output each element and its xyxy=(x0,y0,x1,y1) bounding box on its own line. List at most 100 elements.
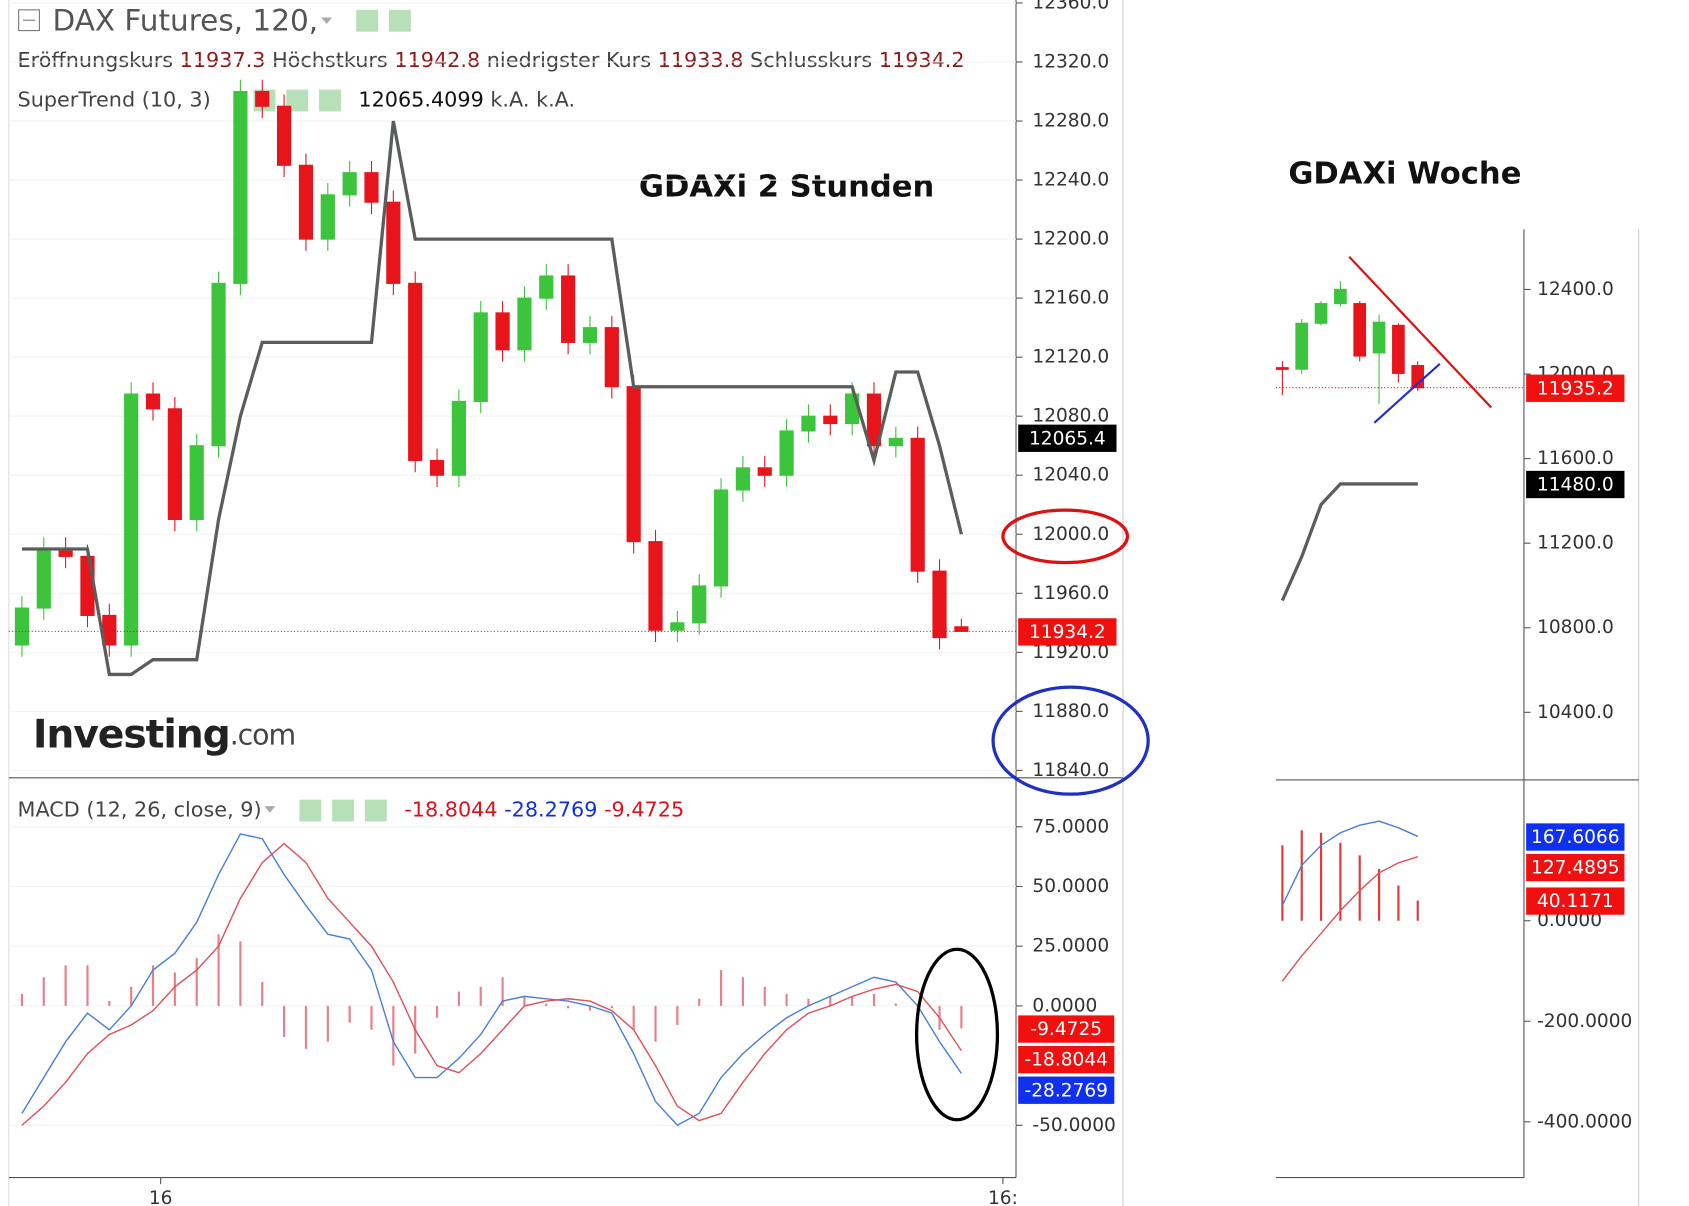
trend-line xyxy=(1348,255,1492,409)
price-box-label: -28.2769 xyxy=(1025,1080,1108,1101)
candle-body xyxy=(954,626,969,632)
candle-body xyxy=(80,555,95,616)
eye-icon[interactable] xyxy=(299,799,322,822)
y-tick-label: 11600.0 xyxy=(1537,448,1614,469)
y-tick-label: 12080.0 xyxy=(1032,406,1109,427)
candle-body xyxy=(451,400,466,476)
price-box xyxy=(1526,853,1625,882)
price-box xyxy=(1018,1015,1115,1043)
y-tick-label: 10800.0 xyxy=(1537,617,1614,638)
eye-icon[interactable] xyxy=(356,9,379,32)
candle-body xyxy=(539,275,554,299)
dropdown-icon[interactable] xyxy=(264,806,276,813)
price-box-label: 12065.4 xyxy=(1029,428,1106,449)
collapse-icon[interactable] xyxy=(18,9,40,32)
price-box xyxy=(1018,1076,1115,1104)
candle-body xyxy=(713,489,729,587)
candle-body xyxy=(386,201,401,284)
macd-line xyxy=(1281,855,1419,982)
annotation: GDAXi Woche xyxy=(1288,156,1521,191)
y-tick-label: -50.0000 xyxy=(1032,1115,1115,1136)
y-tick-label: 12120.0 xyxy=(1032,347,1109,368)
candle-body xyxy=(517,297,532,351)
candle-body xyxy=(823,415,838,425)
annotation: GDAXi 2 Stunden xyxy=(639,169,934,204)
candle-body xyxy=(561,275,576,343)
y-tick-label: 25.0000 xyxy=(1032,936,1109,957)
y-tick-label: 12360.0 xyxy=(1032,0,1109,13)
settings-icon[interactable] xyxy=(332,799,355,822)
macd-line xyxy=(21,833,962,1127)
ohlc-legend: Eröffnungskurs 11937.3 Höchstkurs 11942.… xyxy=(18,48,965,72)
macd-line xyxy=(21,842,962,1126)
y-tick-label: 12280.0 xyxy=(1032,111,1109,132)
source-logo: Investing.com xyxy=(33,712,295,757)
candle-body xyxy=(473,312,488,402)
candle-body xyxy=(1353,303,1367,357)
price-box xyxy=(1526,887,1625,915)
highlight-circle xyxy=(1001,508,1130,565)
settings-icon[interactable] xyxy=(286,89,309,112)
supertrend-line xyxy=(1280,482,1418,602)
close-icon[interactable] xyxy=(319,89,341,112)
y-tick-label: 12160.0 xyxy=(1032,288,1109,309)
supertrend-line xyxy=(21,120,963,677)
y-tick-label: 11920.0 xyxy=(1032,642,1109,663)
settings-icon[interactable] xyxy=(388,9,411,32)
candle-body xyxy=(342,172,357,196)
candle-body xyxy=(735,467,751,491)
close-icon[interactable] xyxy=(364,799,387,822)
candle-body xyxy=(670,622,685,631)
candle-body xyxy=(364,172,379,203)
candle-body xyxy=(648,541,663,631)
candle-body xyxy=(408,282,423,462)
na-value: k.A. xyxy=(536,87,575,111)
indicator-name: SuperTrend (10, 3) xyxy=(18,87,211,111)
price-box xyxy=(1526,470,1625,499)
signal-value: -18.8044 xyxy=(404,798,497,822)
indicator-name: MACD (12, 26, close, 9) xyxy=(18,798,262,822)
y-tick-label: 0.0000 xyxy=(1032,995,1097,1016)
indicator-values: -18.8044 -28.2769 -9.4725 xyxy=(404,798,684,822)
price-box-label: 127.4895 xyxy=(1531,858,1620,879)
candle-body xyxy=(277,105,292,166)
dropdown-icon[interactable] xyxy=(321,17,333,25)
source-suffix: .com xyxy=(230,718,295,751)
chart-title: DAX Futures, 120, xyxy=(53,3,319,37)
price-box-label: -18.8044 xyxy=(1025,1050,1108,1071)
source-name: Investing xyxy=(33,712,230,757)
y-tick-label: 11840.0 xyxy=(1032,760,1109,781)
candle-body xyxy=(429,459,445,476)
candle-body xyxy=(757,467,772,476)
candle-body xyxy=(495,312,510,351)
candle-body xyxy=(233,90,248,284)
ohlc-label: Schlusskurs xyxy=(750,48,872,72)
candle-body xyxy=(167,408,182,521)
candle-body xyxy=(1295,322,1309,370)
price-box-label: 11935.2 xyxy=(1537,378,1614,399)
candle-body xyxy=(1314,303,1328,324)
candle-body xyxy=(298,164,314,240)
candle-body xyxy=(626,386,641,543)
ohlc-value: 11937.3 xyxy=(180,48,266,72)
price-box xyxy=(1018,424,1117,452)
y-tick-label: 50.0000 xyxy=(1032,876,1109,897)
y-tick-label: 12200.0 xyxy=(1032,229,1109,250)
macd-value: -28.2769 xyxy=(504,798,597,822)
ohlc-label: niedrigster Kurs xyxy=(487,48,651,72)
candle-body xyxy=(1334,288,1347,305)
ohlc-value: 11942.8 xyxy=(394,48,480,72)
candle-body xyxy=(582,327,598,343)
ohlc-label: Eröffnungskurs xyxy=(18,48,173,72)
y-tick-label: 11880.0 xyxy=(1032,701,1109,722)
histogram-value: -9.4725 xyxy=(604,798,684,822)
candle-body xyxy=(36,548,51,609)
price-box xyxy=(1018,618,1117,646)
y-tick-label: 11960.0 xyxy=(1032,583,1109,604)
candle-body xyxy=(145,393,161,410)
price-box xyxy=(1526,823,1625,851)
na-value: k.A. xyxy=(490,87,529,111)
indicator-value: 12065.4099 xyxy=(358,87,483,111)
